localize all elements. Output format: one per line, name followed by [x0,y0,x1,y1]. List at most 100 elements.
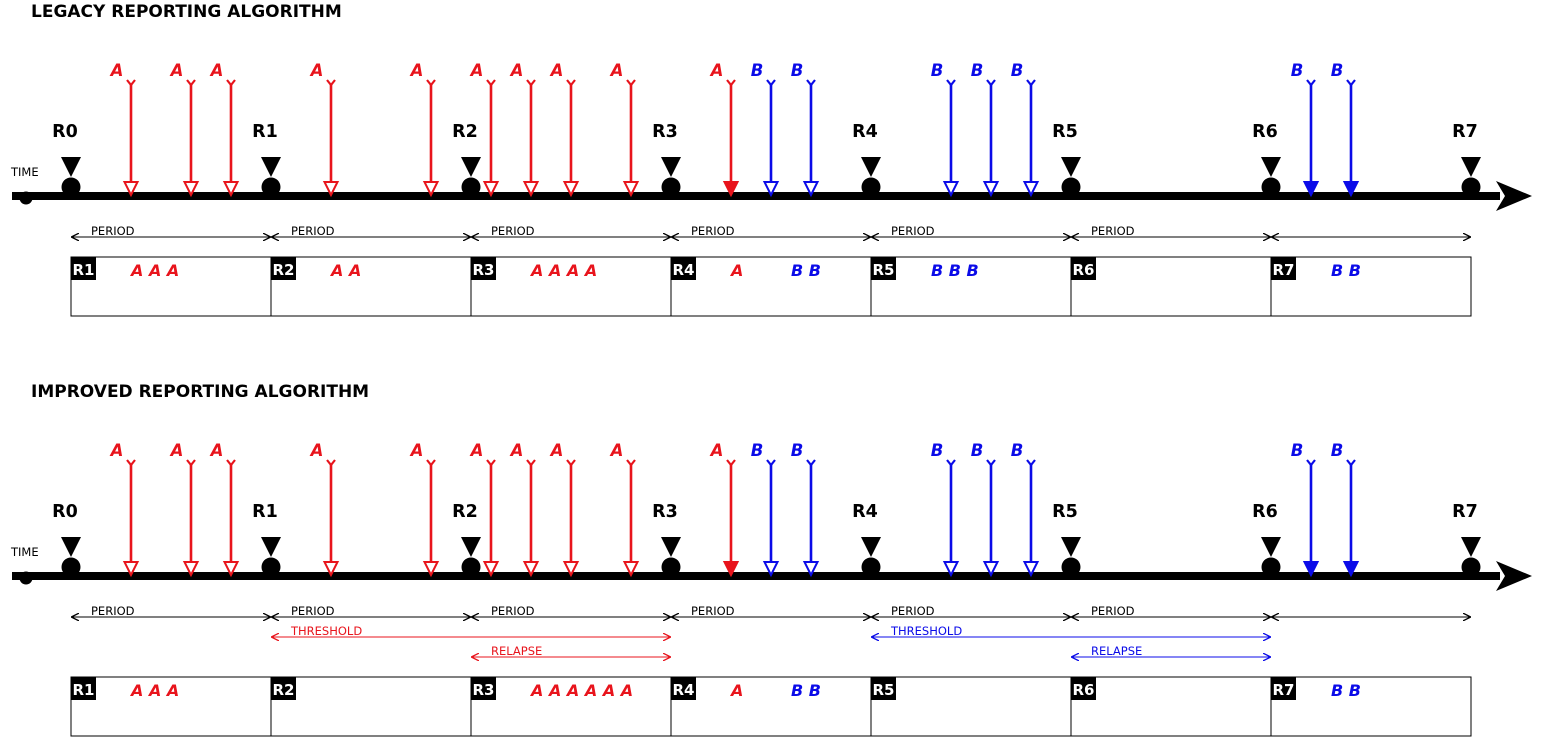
report-label-r4: R4 [852,122,878,142]
event-arrow-tail [566,459,576,467]
event-arrow-a: A [549,61,580,198]
report-box: R3 A A A A A A [470,676,672,737]
event-arrow-a: A [209,61,240,198]
event-arrow-a: A [109,61,140,198]
report-box-a-events: A A A A [529,261,597,280]
event-arrow-tail [526,79,536,87]
event-arrow-tail [226,459,236,467]
event-arrow-tail [986,459,996,467]
report-box-tag: R7 [1273,261,1295,279]
event-arrow-b: B [791,441,820,578]
report-marker-dot [1461,177,1481,197]
report-box: R6 [1070,256,1272,317]
time-label: TIME [10,165,39,179]
period-span: PERIOD [72,224,270,238]
period-span: PERIOD [672,224,870,238]
event-arrow-a: A [549,441,580,578]
report-box: R1 A A A [70,676,272,737]
report-box-tag: R2 [273,261,295,279]
event-arrowhead [1342,181,1360,198]
period-label: PERIOD [91,604,135,618]
report-box-tag-bg [871,257,896,280]
event-arrow-tail [326,459,336,467]
report-box-tag-bg [1071,677,1096,700]
event-label-b: B [751,61,764,80]
event-arrow-tail [126,459,136,467]
time-axis-arrowhead [1496,181,1532,211]
report-box-tag: R3 [473,261,495,279]
event-label-b: B [1331,61,1344,80]
report-box-tag: R2 [273,681,295,699]
event-arrow-tail [726,79,736,87]
period-label: PERIOD [291,604,335,618]
report-box-frame [1270,256,1472,317]
report-label-r7: R7 [1452,502,1478,522]
report-box-frame [670,256,872,317]
report-label-r6: R6 [1252,502,1278,522]
report-marker-triangle [261,157,281,177]
report-label-r0: R0 [52,122,78,142]
report-box-a-events: A [729,261,743,280]
report-box-b-events: B B [791,681,821,700]
event-arrow-b: B [1331,441,1360,578]
event-arrow-tail [326,79,336,87]
range-label: THRESHOLD [890,624,962,638]
report-marker-dot [461,177,481,197]
event-arrow-tail [126,79,136,87]
period-label: PERIOD [491,604,535,618]
event-label-a: A [609,441,624,460]
report-marker-dot [261,177,281,197]
report-box-tag-bg [1071,257,1096,280]
report-box-a-events: A A [329,261,361,280]
event-arrow-a: A [309,441,340,578]
event-arrow-tail [946,459,956,467]
period-span: PERIOD [72,604,270,618]
event-arrow-a: A [169,441,200,578]
event-arrow-b: B [1291,61,1320,198]
event-arrow-tail [806,459,816,467]
event-label-a: A [469,441,484,460]
report-marker-triangle [461,157,481,177]
report-box-frame [870,256,1072,317]
event-arrow-tail [426,459,436,467]
report-marker-dot [261,557,281,577]
event-arrow-tail [1026,79,1036,87]
report-marker-triangle [1261,157,1281,177]
event-arrowhead [1022,181,1040,198]
period-label: PERIOD [91,224,135,238]
period-span: PERIOD [272,604,470,618]
report-marker-triangle [661,157,681,177]
report-label-r5: R5 [1052,122,1078,142]
report-marker-triangle [1061,537,1081,557]
report-box-frame [1070,676,1272,737]
event-label-a: A [309,441,324,460]
report-box-tag: R5 [873,681,895,699]
report-box-tag: R1 [73,681,95,699]
period-span: PERIOD [472,604,670,618]
event-arrow-tail [566,79,576,87]
report-label-r1: R1 [252,502,278,522]
report-marker-dot [661,177,681,197]
report-label-r0: R0 [52,502,78,522]
event-arrowhead [122,181,140,198]
report-marker-triangle [1061,157,1081,177]
event-arrowhead [422,561,440,578]
event-arrow-tail [226,79,236,87]
report-box: R7 B B [1270,256,1472,317]
report-marker-dot [461,557,481,577]
event-label-a: A [209,61,224,80]
event-arrow-a: A [469,441,500,578]
report-box-frame [270,256,472,317]
panel-title: LEGACY REPORTING ALGORITHM [31,2,342,22]
report-marker-triangle [661,537,681,557]
report-box-tag-bg [271,257,296,280]
time-axis-origin-dot [19,191,33,205]
report-box-frame [70,676,272,737]
report-box: R3 A A A A [470,256,672,317]
period-span: PERIOD [1072,604,1270,618]
event-arrow-b: B [971,441,1000,578]
report-marker-triangle [61,157,81,177]
time-label: TIME [10,545,39,559]
event-arrow-a: A [509,441,540,578]
event-label-a: A [709,441,724,460]
